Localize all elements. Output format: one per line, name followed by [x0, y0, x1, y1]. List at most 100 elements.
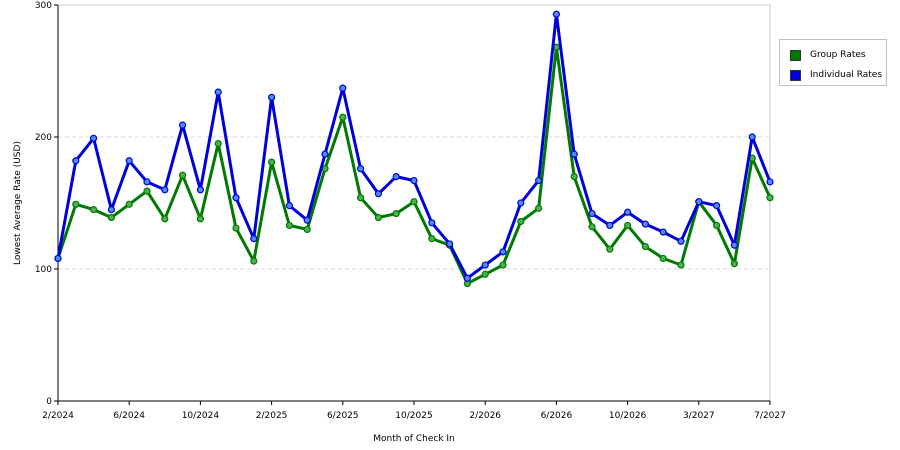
data-point: [499, 261, 507, 269]
data-point: [214, 140, 222, 148]
data-point: [374, 213, 382, 222]
data-point: [125, 200, 133, 208]
data-point: [410, 176, 418, 185]
data-point: [285, 221, 293, 230]
data-point: [748, 133, 756, 141]
legend-item-group-rates: Group Rates: [790, 48, 866, 62]
data-point: [712, 202, 721, 210]
data-point: [428, 235, 436, 243]
series: [54, 10, 774, 288]
data-point: [392, 209, 400, 218]
data-point: [446, 240, 454, 248]
x-tick-label: 6/2024: [113, 411, 145, 421]
x-tick-label: 6/2025: [327, 411, 359, 421]
data-point: [143, 187, 151, 195]
data-point: [268, 93, 276, 102]
data-point: [374, 190, 382, 198]
data-point: [196, 215, 204, 223]
series-line: [56, 45, 772, 285]
data-point: [499, 248, 507, 256]
data-point: [54, 254, 62, 263]
data-point: [534, 176, 543, 185]
data-point: [179, 171, 187, 179]
data-point: [606, 221, 614, 230]
data-point: [730, 260, 739, 268]
legend-swatch-individual: [790, 69, 801, 81]
data-point: [570, 173, 578, 181]
data-point: [179, 121, 187, 129]
x-tick-label: 2/2024: [42, 411, 74, 421]
data-point: [72, 157, 80, 165]
data-point: [268, 158, 276, 166]
data-point: [357, 194, 365, 202]
data-point: [623, 221, 632, 230]
data-point: [321, 150, 329, 158]
data-point: [552, 10, 561, 18]
data-point: [161, 215, 169, 223]
data-point: [677, 261, 685, 269]
series-line: [56, 12, 772, 280]
data-point: [161, 186, 169, 194]
data-point: [303, 216, 311, 224]
y-tick-label: 100: [35, 265, 52, 275]
data-point: [357, 165, 365, 173]
x-axis-title: Month of Check In: [373, 434, 455, 444]
x-tick-label: 3/2027: [683, 411, 715, 421]
data-point: [392, 173, 400, 181]
legend-label-individual: Individual Rates: [810, 70, 883, 80]
data-point: [72, 200, 80, 208]
data-point: [250, 257, 258, 265]
data-point: [623, 208, 632, 216]
data-point: [410, 198, 418, 206]
data-point: [285, 202, 293, 210]
series-group-rates: [54, 43, 774, 288]
chart-legend: Group Rates Individual Rates: [779, 39, 887, 86]
y-axis-title: Lowest Average Rate (USD): [13, 141, 23, 265]
data-point: [107, 213, 116, 222]
x-tick-label: 10/2026: [609, 411, 647, 421]
data-point: [659, 254, 667, 263]
y-tick-label: 300: [35, 1, 52, 11]
series-individual-rates: [54, 10, 774, 282]
data-point: [641, 220, 650, 228]
x-tick-label: 10/2024: [182, 411, 220, 421]
data-point: [766, 178, 774, 186]
x-tick-label: 7/2027: [754, 411, 786, 421]
data-point: [143, 178, 151, 186]
x-tick-label: 2/2025: [256, 411, 288, 421]
data-point: [712, 221, 721, 230]
data-point: [766, 194, 774, 202]
data-point: [303, 225, 311, 233]
data-point: [695, 198, 703, 206]
data-point: [730, 241, 739, 249]
data-point: [570, 150, 578, 158]
y-tick-label: 200: [35, 133, 52, 143]
x-tick-label: 6/2026: [541, 411, 573, 421]
x-tick-label: 10/2025: [395, 411, 432, 421]
data-point: [517, 217, 525, 226]
data-point: [89, 134, 98, 142]
data-point: [214, 88, 222, 96]
data-point: [588, 223, 596, 231]
data-point: [481, 261, 489, 269]
data-point: [463, 274, 471, 282]
x-tick-label: 2/2026: [469, 411, 501, 421]
data-point: [677, 237, 685, 245]
data-point: [196, 186, 204, 194]
data-point: [232, 224, 240, 232]
data-point: [659, 228, 667, 236]
legend-label-group: Group Rates: [810, 50, 866, 60]
data-point: [588, 209, 596, 218]
data-point: [534, 204, 543, 212]
y-tick-label: 0: [46, 397, 52, 407]
data-point: [517, 199, 525, 207]
legend-item-individual-rates: Individual Rates: [790, 68, 882, 82]
data-point: [339, 113, 347, 121]
data-point: [89, 206, 98, 214]
data-point: [339, 84, 347, 92]
tick-labels: 0 100 200 300 2/2024 6/2024 10/2024 2/2025 6/202…: [35, 1, 786, 421]
data-point: [232, 194, 240, 202]
data-point: [641, 242, 650, 251]
legend-swatch-group: [790, 49, 801, 61]
